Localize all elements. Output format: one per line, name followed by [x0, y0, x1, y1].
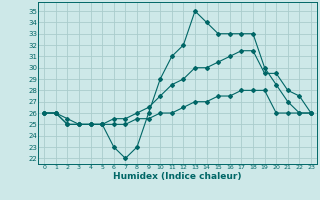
X-axis label: Humidex (Indice chaleur): Humidex (Indice chaleur) — [113, 172, 242, 181]
